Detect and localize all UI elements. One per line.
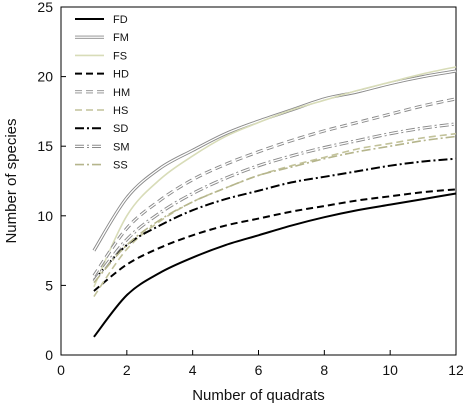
y-tick-label: 0: [45, 347, 53, 363]
legend-entry-hm: HM: [75, 87, 130, 99]
legend-entry-hs: HS: [75, 105, 128, 117]
legend-label-fs: FS: [113, 50, 127, 62]
series-fd: [93, 192, 457, 338]
x-tick-label: 12: [448, 362, 463, 378]
legend: FD FM FS HD HM HS SD SM SS: [75, 14, 130, 172]
legend-entry-hd: HD: [75, 69, 129, 81]
series-layer: [92, 66, 457, 338]
series-hd: [93, 188, 457, 292]
legend-label-hs: HS: [113, 105, 128, 117]
legend-entry-sd: SD: [75, 123, 128, 135]
legend-entry-fm: FM: [75, 32, 129, 44]
series-sd: [93, 157, 457, 281]
x-tick-label: 4: [189, 362, 197, 378]
x-tick-label: 6: [255, 362, 263, 378]
series-line-sm-inner: [93, 123, 457, 282]
y-tick-label: 5: [45, 277, 53, 293]
x-tick-label: 10: [382, 362, 398, 378]
series-fs: [93, 66, 457, 288]
series-sm: [92, 122, 457, 283]
series-line-fs: [93, 66, 457, 288]
series-line-sd: [93, 157, 457, 281]
y-tick-label: 15: [37, 138, 53, 154]
series-line-fd: [93, 192, 457, 338]
y-axis-label: Number of species: [3, 118, 20, 243]
y-tick-label: 10: [37, 208, 53, 224]
x-axis-label: Number of quadrats: [192, 387, 325, 404]
y-axis-ticks: 0 5 10 15 20 25: [37, 0, 66, 363]
legend-label-fd: FD: [113, 14, 128, 26]
legend-label-sm: SM: [113, 141, 130, 153]
series-line-hd: [93, 188, 457, 292]
legend-label-ss: SS: [113, 160, 128, 172]
series-ss: [93, 135, 457, 284]
x-axis-ticks: 0 2 4 6 8 10 12: [57, 350, 463, 378]
legend-label-sd: SD: [113, 123, 128, 135]
legend-entry-fs: FS: [75, 50, 127, 62]
legend-label-fm: FM: [113, 32, 129, 44]
legend-label-hm: HM: [113, 87, 130, 99]
x-tick-label: 8: [320, 362, 328, 378]
series-line-ss: [93, 135, 457, 284]
x-tick-label: 2: [123, 362, 131, 378]
legend-entry-fd: FD: [75, 14, 128, 26]
y-tick-label: 20: [37, 69, 53, 85]
legend-entry-sm: SM: [75, 141, 130, 153]
y-tick-label: 25: [37, 0, 53, 15]
legend-entry-ss: SS: [75, 160, 128, 172]
legend-label-hd: HD: [113, 69, 129, 81]
x-tick-label: 0: [57, 362, 65, 378]
